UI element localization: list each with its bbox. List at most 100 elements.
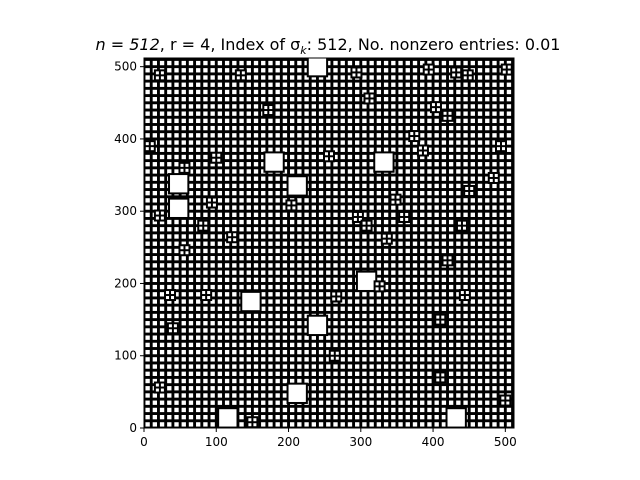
- heatmap-cell: [477, 97, 483, 102]
- heatmap-cell: [420, 104, 425, 109]
- heatmap-cell: [253, 162, 259, 167]
- heatmap-cell: [514, 415, 518, 419]
- heatmap-cell: [441, 89, 447, 95]
- heatmap-cell: [297, 212, 302, 217]
- heatmap-cell: [355, 190, 360, 196]
- heatmap-cell: [441, 270, 447, 275]
- heatmap-cell: [412, 263, 418, 268]
- heatmap-cell: [391, 227, 396, 232]
- heatmap-cell: [405, 284, 410, 290]
- heatmap-cell: [347, 227, 353, 232]
- heatmap-cell: [159, 299, 165, 304]
- heatmap-cell: [441, 97, 447, 102]
- heatmap-cell: [369, 190, 374, 196]
- heatmap-cell: [297, 292, 302, 297]
- heatmap-cell: [318, 111, 324, 116]
- marker-dot: [457, 68, 461, 72]
- heatmap-cell: [253, 205, 259, 210]
- heatmap-cell: [405, 386, 410, 391]
- heatmap-cell: [318, 241, 324, 246]
- heatmap-cell: [196, 284, 201, 290]
- heatmap-cell: [376, 292, 382, 297]
- heatmap-cell: [304, 97, 309, 102]
- heatmap-cell: [333, 306, 338, 311]
- heatmap-cell: [448, 219, 454, 225]
- heatmap-cell: [456, 263, 461, 268]
- heatmap-cell: [369, 364, 374, 369]
- heatmap-cell: [159, 162, 165, 167]
- heatmap-cell: [203, 335, 208, 340]
- heatmap-cell: [333, 321, 338, 326]
- heatmap-cell: [297, 104, 302, 109]
- heatmap-cell: [253, 227, 259, 232]
- heatmap-cell: [506, 82, 512, 87]
- heatmap-cell: [261, 133, 266, 138]
- heatmap-cell: [369, 357, 374, 362]
- heatmap-cell: [405, 162, 410, 167]
- heatmap-cell: [376, 393, 382, 398]
- heatmap-cell: [188, 371, 194, 376]
- heatmap-cell: [182, 54, 186, 58]
- heatmap-cell: [448, 154, 454, 160]
- marker-dot: [236, 71, 240, 75]
- heatmap-cell: [499, 118, 504, 124]
- heatmap-cell: [275, 284, 280, 290]
- heatmap-cell: [441, 342, 447, 348]
- heatmap-cell: [463, 198, 468, 203]
- heatmap-cell: [188, 364, 194, 369]
- heatmap-cell: [311, 371, 316, 376]
- heatmap-cell: [514, 205, 518, 209]
- heatmap-cell: [268, 248, 273, 254]
- heatmap-cell: [463, 97, 468, 102]
- heatmap-cell: [261, 378, 266, 384]
- heatmap-cell: [448, 306, 454, 311]
- heatmap-cell: [412, 299, 418, 304]
- heatmap-cell: [463, 371, 468, 376]
- heatmap-cell: [391, 68, 396, 73]
- large-block: [170, 175, 188, 193]
- heatmap-cell: [203, 212, 208, 217]
- marker-base: [373, 280, 386, 293]
- heatmap-cell: [268, 371, 273, 376]
- heatmap-cell: [477, 183, 483, 189]
- heatmap-cell: [463, 60, 468, 66]
- heatmap-cell: [159, 263, 165, 268]
- heatmap-cell: [506, 284, 512, 290]
- heatmap-cell: [196, 400, 201, 405]
- heatmap-cell: [188, 335, 194, 340]
- marker-dot: [375, 282, 379, 286]
- heatmap-cell: [217, 364, 223, 369]
- heatmap-cell: [253, 386, 259, 391]
- heatmap-cell: [297, 89, 302, 95]
- marker-dot: [489, 173, 493, 177]
- heatmap-cell: [383, 104, 389, 109]
- heatmap-cell: [347, 342, 353, 348]
- heatmap-cell: [239, 335, 244, 340]
- heatmap-cell: [362, 125, 367, 131]
- heatmap-cell: [196, 349, 201, 355]
- heatmap-cell: [268, 328, 273, 333]
- heatmap-cell: [181, 400, 186, 405]
- heatmap-cell: [253, 140, 259, 145]
- heatmap-cell: [239, 414, 244, 420]
- heatmap-cell: [203, 89, 208, 95]
- heatmap-cell: [181, 154, 186, 160]
- heatmap-cell: [289, 321, 295, 326]
- heatmap-cell: [333, 183, 338, 189]
- heatmap-cell: [203, 422, 208, 427]
- heatmap-cell: [268, 357, 273, 362]
- heatmap-cell: [470, 386, 475, 391]
- heatmap-cell: [448, 183, 454, 189]
- heatmap-cell: [405, 414, 410, 420]
- heatmap-cell: [311, 349, 316, 355]
- heatmap-cell: [376, 407, 382, 413]
- heatmap-cell: [289, 125, 295, 131]
- heatmap-cell: [297, 277, 302, 283]
- heatmap-cell: [326, 227, 331, 232]
- heatmap-cell: [485, 133, 490, 138]
- heatmap-cell: [232, 190, 237, 196]
- heatmap-cell: [224, 284, 230, 290]
- heatmap-cell: [391, 321, 396, 326]
- heatmap-cell: [152, 89, 158, 95]
- heatmap-cell: [239, 169, 244, 174]
